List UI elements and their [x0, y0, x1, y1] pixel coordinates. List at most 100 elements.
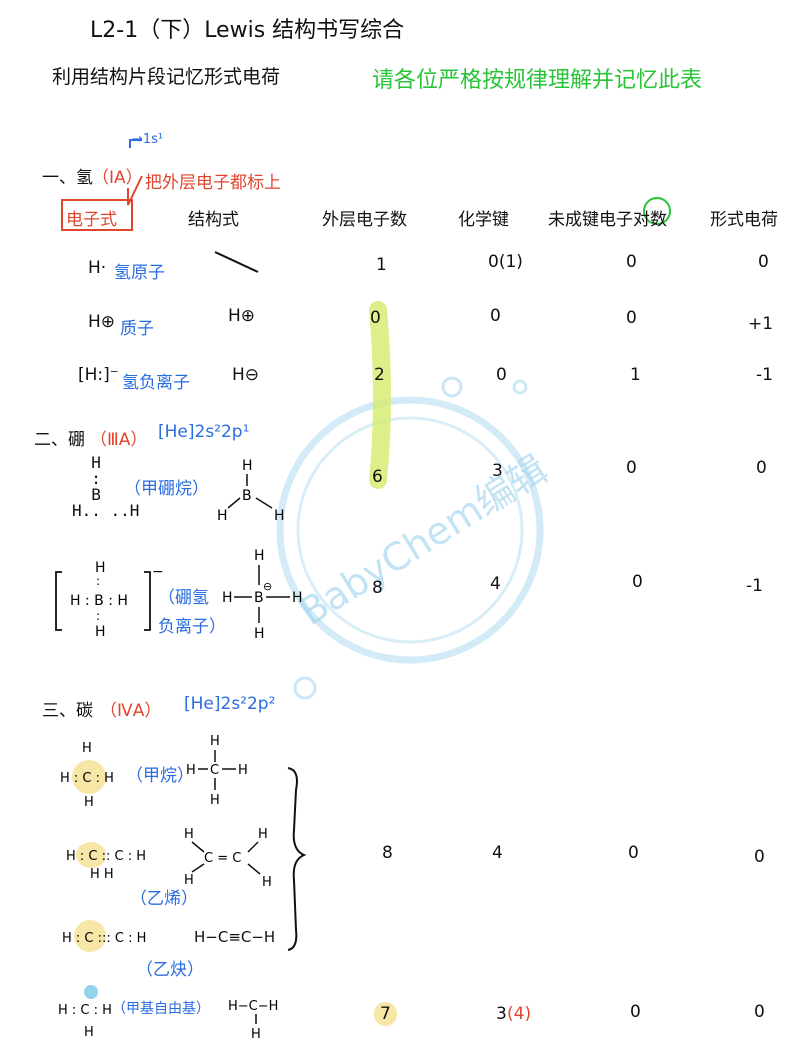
section1-arrow-note: 把外层电子都标上	[145, 173, 281, 193]
svg-text::: :	[96, 609, 100, 623]
carbon-group-charge: 0	[754, 847, 765, 867]
row2-valence: 0	[370, 308, 381, 328]
bh3-name: （甲硼烷）	[124, 479, 209, 499]
row3-electron: [H:]⁻	[78, 365, 119, 385]
bh4-charge: -1	[746, 576, 763, 596]
col-bonds: 化学键	[458, 210, 509, 230]
svg-text:H: H	[186, 763, 196, 778]
section2-config: [He]2s²2p¹	[158, 422, 250, 442]
row1-lone: 0	[626, 252, 637, 272]
green-note: 请各位严格按规律理解并记忆此表	[372, 68, 703, 93]
row2-structure: H⊕	[228, 306, 256, 326]
row2-name: 质子	[120, 319, 154, 339]
row2-charge: +1	[748, 314, 774, 334]
svg-text:H: H	[95, 560, 106, 576]
section3-label: 三、碳	[42, 701, 93, 721]
bh3-lone: 0	[626, 458, 637, 478]
ethyne-name: （乙炔）	[136, 960, 204, 980]
bh3-charge: 0	[756, 458, 767, 478]
methyl-bonds-alt: (4)	[507, 1004, 532, 1024]
row3-valence: 2	[374, 365, 385, 385]
col-valence: 外层电子数	[322, 210, 407, 230]
svg-text:H: H	[254, 626, 265, 642]
row2-lone: 0	[626, 308, 637, 328]
section3-config: [He]2s²2p²	[184, 694, 276, 714]
section1-label: 一、氢	[42, 168, 93, 188]
methyl-valence: 7	[374, 1002, 397, 1026]
section1-group: （IA）	[92, 168, 143, 188]
bh4-name-2: 负离子）	[158, 617, 226, 637]
bh4-lone: 0	[632, 572, 643, 592]
carbon-group-lone: 0	[628, 843, 639, 863]
svg-text:C = C: C = C	[204, 851, 241, 866]
section3-group: （ⅣA）	[100, 701, 162, 721]
svg-text:H : C : H: H : C : H	[60, 771, 114, 786]
carbon-group-bonds: 4	[492, 843, 503, 863]
methyl-lone: 0	[630, 1002, 641, 1022]
svg-text:H−C−H: H−C−H	[228, 999, 278, 1014]
row3-bonds: 0	[496, 365, 507, 385]
section2-group: （ⅢA）	[90, 430, 148, 450]
svg-text:H: H	[84, 795, 94, 810]
row1-electron: H·	[88, 258, 107, 278]
bh3-electron-formula: H : B H.. ..H	[72, 453, 140, 520]
svg-text:H: H	[258, 827, 268, 842]
section2-label: 二、硼	[34, 430, 85, 450]
section1-config: →1s¹	[132, 132, 164, 147]
col-lone-pairs: 未成键电子对数	[548, 210, 667, 230]
row1-charge: 0	[758, 252, 769, 272]
row1-name: 氢原子	[114, 263, 165, 283]
svg-text:H: H	[184, 873, 194, 888]
svg-text:⊖: ⊖	[263, 580, 272, 593]
ethene-highlight	[76, 842, 106, 868]
bh3-bonds: 3	[492, 461, 503, 481]
svg-text:H: H	[251, 1027, 261, 1042]
svg-text:−: −	[152, 564, 164, 580]
svg-text:C: C	[210, 763, 219, 778]
col-structural-formula: 结构式	[188, 210, 239, 230]
svg-text:H: H	[274, 508, 285, 524]
page-title: L2-1（下）Lewis 结构书写综合	[90, 18, 405, 43]
svg-text:H: H	[95, 624, 106, 640]
ethyne-highlight	[74, 920, 106, 952]
bh4-bonds: 4	[490, 574, 501, 594]
svg-text:H: H	[84, 1025, 94, 1040]
svg-text:H : C : H: H : C : H	[58, 1003, 112, 1018]
svg-text:H: H	[82, 741, 92, 756]
ethyne-structure: H−C≡C−H	[194, 928, 276, 946]
col-formal-charge: 形式电荷	[710, 210, 778, 230]
bh3-valence: 6	[372, 467, 383, 487]
svg-text:H: H	[217, 508, 228, 524]
svg-text::: :	[96, 574, 100, 588]
svg-text:B: B	[242, 488, 252, 504]
svg-text:H: H	[222, 590, 233, 606]
methane-name: （甲烷）	[126, 766, 194, 786]
methyl-bonds: 3	[496, 1004, 507, 1024]
row1-bonds: 0(1)	[488, 252, 523, 272]
svg-text:H : C :: C : H: H : C :: C : H	[66, 849, 146, 864]
svg-text:H : B : H: H : B : H	[70, 593, 128, 609]
row3-lone: 1	[630, 365, 641, 385]
svg-text:H: H	[262, 875, 272, 890]
svg-text:H: H	[210, 734, 220, 749]
svg-text:H H: H H	[90, 867, 114, 882]
row2-bonds: 0	[490, 306, 501, 326]
methane-highlight	[72, 760, 106, 794]
col-electron-formula: 电子式	[66, 210, 117, 230]
svg-text:H : C ::: C : H: H : C ::: C : H	[62, 931, 146, 946]
svg-text:H: H	[292, 590, 303, 606]
svg-text:H: H	[184, 827, 194, 842]
bh4-valence: 8	[372, 578, 383, 598]
bh4-name-1: （硼氢	[158, 588, 209, 608]
page-subtitle: 利用结构片段记忆形式电荷	[52, 66, 281, 88]
svg-text:H: H	[238, 763, 248, 778]
row2-electron: H⊕	[88, 312, 116, 332]
svg-text:B: B	[254, 590, 264, 606]
